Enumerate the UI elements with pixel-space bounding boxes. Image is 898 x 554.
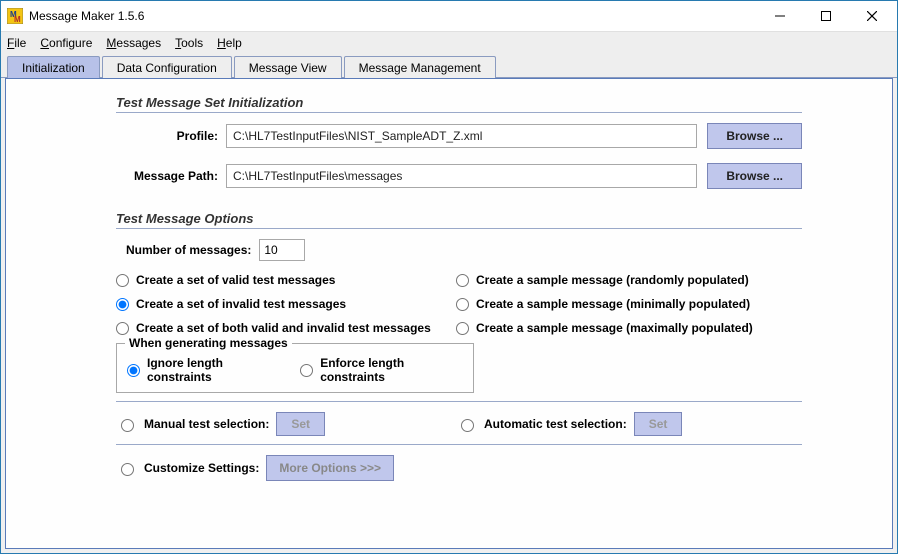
radio-ignore-input[interactable] [127, 364, 140, 377]
section-options-title: Test Message Options [116, 211, 802, 226]
divider [116, 228, 802, 229]
minimize-button[interactable] [757, 1, 803, 31]
radio-valid-label: Create a set of valid test messages [136, 273, 335, 287]
test-selection-row: Manual test selection: Set Automatic tes… [116, 412, 802, 436]
menu-file[interactable]: File [7, 36, 26, 50]
auto-label: Automatic test selection: [484, 417, 627, 431]
radio-max-input[interactable] [456, 322, 469, 335]
num-messages-row: Number of messages: [126, 239, 802, 261]
radio-invalid[interactable]: Create a set of invalid test messages [116, 297, 456, 311]
radio-max-label: Create a sample message (maximally popul… [476, 321, 753, 335]
radio-enforce-input[interactable] [300, 364, 313, 377]
customize-row: Customize Settings: More Options >>> [116, 455, 802, 481]
message-type-radios: Create a set of valid test messages Crea… [116, 273, 802, 335]
radio-min-input[interactable] [456, 298, 469, 311]
customize-label: Customize Settings: [144, 461, 259, 475]
profile-label: Profile: [116, 129, 226, 143]
radio-enforce-length[interactable]: Enforce length constraints [300, 356, 463, 384]
num-messages-label: Number of messages: [126, 243, 251, 257]
close-button[interactable] [849, 1, 895, 31]
set-auto-button[interactable]: Set [634, 412, 683, 436]
content-panel: Test Message Set Initialization Profile:… [5, 78, 893, 549]
divider [116, 401, 802, 402]
menu-configure[interactable]: Configure [40, 36, 92, 50]
window-controls [757, 1, 895, 31]
divider [116, 444, 802, 445]
more-options-button[interactable]: More Options >>> [266, 455, 394, 481]
maximize-button[interactable] [803, 1, 849, 31]
radio-valid-input[interactable] [116, 274, 129, 287]
app-icon: M M [7, 8, 23, 24]
radio-ignore-label: Ignore length constraints [147, 356, 282, 384]
titlebar: M M Message Maker 1.5.6 [1, 1, 897, 31]
radio-random-input[interactable] [456, 274, 469, 287]
radio-both-input[interactable] [116, 322, 129, 335]
radio-manual-input[interactable] [121, 419, 134, 432]
radio-customize-input[interactable] [121, 463, 134, 476]
message-path-row: Message Path: Browse ... [116, 163, 802, 189]
radio-ignore-length[interactable]: Ignore length constraints [127, 356, 282, 384]
generating-legend: When generating messages [125, 336, 292, 350]
divider [116, 112, 802, 113]
svg-text:M: M [14, 15, 21, 24]
radio-enforce-label: Enforce length constraints [320, 356, 463, 384]
radio-invalid-label: Create a set of invalid test messages [136, 297, 346, 311]
tab-initialization[interactable]: Initialization [7, 56, 100, 78]
section-init-title: Test Message Set Initialization [116, 95, 802, 110]
window-title: Message Maker 1.5.6 [29, 9, 757, 23]
auto-selection: Automatic test selection: Set [456, 412, 802, 436]
menu-help[interactable]: Help [217, 36, 242, 50]
tab-data-configuration[interactable]: Data Configuration [102, 56, 232, 78]
radio-max[interactable]: Create a sample message (maximally popul… [456, 321, 802, 335]
radio-min[interactable]: Create a sample message (minimally popul… [456, 297, 802, 311]
radio-both[interactable]: Create a set of both valid and invalid t… [116, 321, 456, 335]
profile-row: Profile: Browse ... [116, 123, 802, 149]
manual-label: Manual test selection: [144, 417, 269, 431]
generating-fieldset: When generating messages Ignore length c… [116, 343, 474, 393]
menubar: File Configure Messages Tools Help [1, 31, 897, 53]
browse-profile-button[interactable]: Browse ... [707, 123, 802, 149]
radio-valid[interactable]: Create a set of valid test messages [116, 273, 456, 287]
app-window: M M Message Maker 1.5.6 File Configure M… [0, 0, 898, 554]
radio-random[interactable]: Create a sample message (randomly popula… [456, 273, 802, 287]
menu-messages[interactable]: Messages [106, 36, 161, 50]
browse-path-button[interactable]: Browse ... [707, 163, 802, 189]
radio-invalid-input[interactable] [116, 298, 129, 311]
radio-both-label: Create a set of both valid and invalid t… [136, 321, 431, 335]
profile-input[interactable] [226, 124, 697, 148]
radio-random-label: Create a sample message (randomly popula… [476, 273, 749, 287]
manual-selection: Manual test selection: Set [116, 412, 456, 436]
tabstrip: Initialization Data Configuration Messag… [1, 53, 897, 78]
message-path-input[interactable] [226, 164, 697, 188]
message-path-label: Message Path: [116, 169, 226, 183]
tab-message-management[interactable]: Message Management [344, 56, 496, 78]
tab-message-view[interactable]: Message View [234, 56, 342, 78]
radio-auto-input[interactable] [461, 419, 474, 432]
num-messages-input[interactable] [259, 239, 305, 261]
set-manual-button[interactable]: Set [276, 412, 325, 436]
radio-min-label: Create a sample message (minimally popul… [476, 297, 750, 311]
menu-tools[interactable]: Tools [175, 36, 203, 50]
